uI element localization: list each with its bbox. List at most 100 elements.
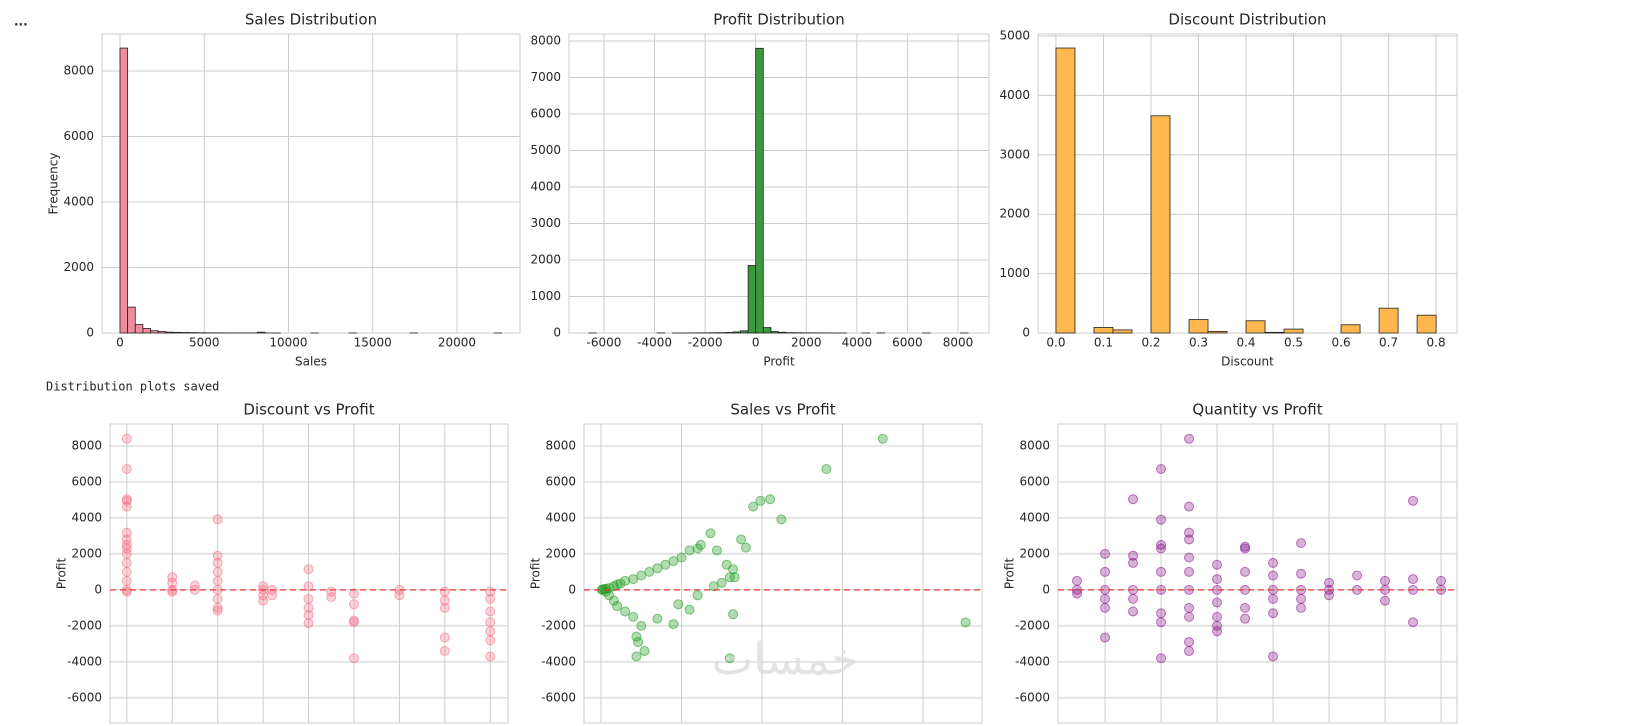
scatter-point <box>1268 557 1279 568</box>
scatter-point <box>1212 597 1223 608</box>
scatter-point <box>394 590 405 601</box>
scatter-point <box>1184 646 1195 657</box>
scatter-point <box>439 602 450 613</box>
histogram-bar <box>1150 115 1171 334</box>
histogram-bar <box>724 332 734 334</box>
scatter-point <box>684 545 695 556</box>
scatter-point <box>1156 539 1167 550</box>
y-tick-label: 4000 <box>63 195 94 209</box>
scatter-point <box>439 595 450 606</box>
scatter-point <box>212 593 223 604</box>
scatter-point <box>1436 575 1447 586</box>
y-tick-label: 0 <box>1042 582 1050 596</box>
scatter-point <box>485 606 496 617</box>
cell-menu[interactable]: ... <box>14 15 28 29</box>
y-tick-label: 6000 <box>63 129 94 143</box>
scatter-point <box>1240 602 1251 613</box>
y-tick-label: 1000 <box>999 266 1030 280</box>
scatter-point <box>716 577 727 588</box>
scatter-point <box>1156 514 1167 525</box>
chart-title: Quantity vs Profit <box>1192 401 1322 419</box>
scatter-point <box>755 495 766 506</box>
scatter-point <box>1072 575 1083 586</box>
scatter-point <box>1408 574 1419 585</box>
scatter-point <box>608 595 619 606</box>
y-tick-label: 6000 <box>71 474 102 488</box>
scatter-point <box>676 552 687 563</box>
scatter-point <box>705 528 716 539</box>
scatter-point <box>121 527 132 538</box>
scatter-point <box>1156 608 1167 619</box>
scatter-point <box>1268 608 1279 619</box>
histogram-bar <box>1055 47 1076 334</box>
scatter-point <box>639 646 650 657</box>
scatter-point <box>684 604 695 615</box>
histogram-bar <box>740 330 749 334</box>
y-tick-label: 4000 <box>545 510 576 524</box>
x-tick-label: -4000 <box>637 336 672 350</box>
scatter-point <box>348 599 359 610</box>
scatter-point <box>1324 590 1335 601</box>
scatter-point <box>1100 593 1111 604</box>
scatter-point <box>1212 611 1223 622</box>
scatter-point <box>121 464 132 475</box>
scatter-point <box>1212 626 1223 637</box>
scatter-point <box>303 564 314 575</box>
histogram-bar <box>134 324 144 334</box>
scatter-point <box>1240 543 1251 554</box>
scatter-point <box>212 557 223 568</box>
y-tick-label: 2000 <box>530 253 561 267</box>
scatter-point <box>212 605 223 616</box>
scatter-point <box>1184 527 1195 538</box>
scatter-point <box>628 611 639 622</box>
x-tick-label: 0.3 <box>1189 336 1208 350</box>
scatter-point <box>303 593 314 604</box>
x-tick-label: 2000 <box>791 336 822 350</box>
scatter-point <box>1128 550 1139 561</box>
histogram-bar <box>127 306 136 334</box>
chart-title: Discount Distribution <box>1168 11 1326 29</box>
x-tick-label: 0 <box>116 336 124 350</box>
histogram-bar <box>142 328 151 334</box>
histogram-bar <box>165 331 174 334</box>
y-tick-label: 4000 <box>71 510 102 524</box>
y-tick-label: 3000 <box>999 147 1030 161</box>
y-tick-label: 4000 <box>999 88 1030 102</box>
scatter-point <box>1100 566 1111 577</box>
scatter-point <box>668 619 679 630</box>
scatter-point <box>1156 617 1167 628</box>
x-tick-label: 4000 <box>842 336 873 350</box>
plot-area <box>1037 33 1458 334</box>
histogram-bar <box>1093 327 1114 334</box>
scatter-point <box>1100 602 1111 613</box>
x-axis-label: Sales <box>295 355 327 369</box>
watermark: خمسات <box>712 634 859 685</box>
plot-area <box>101 33 521 334</box>
y-tick-label: 2000 <box>71 546 102 560</box>
scatter-point <box>121 495 132 506</box>
y-tick-label: 6000 <box>1019 474 1050 488</box>
y-tick-label: 0 <box>553 326 561 340</box>
chart-title: Discount vs Profit <box>243 401 374 419</box>
scatter-point <box>1128 557 1139 568</box>
y-tick-label: -4000 <box>67 654 102 668</box>
scatter-point <box>1184 566 1195 577</box>
scatter-point <box>485 626 496 637</box>
y-tick-label: 8000 <box>545 438 576 452</box>
scatter-point <box>212 602 223 613</box>
scatter-point <box>692 590 703 601</box>
y-tick-label: -2000 <box>1015 618 1050 632</box>
scatter-point <box>1296 593 1307 604</box>
scatter-point <box>212 550 223 561</box>
scatter-point <box>348 617 359 628</box>
scatter-point <box>644 566 655 577</box>
scatter-point <box>1296 538 1307 549</box>
scatter-point <box>1268 593 1279 604</box>
histogram-bar <box>1340 324 1361 334</box>
scatter-point <box>348 653 359 664</box>
y-tick-label: 8000 <box>71 438 102 452</box>
scatter-point <box>485 617 496 628</box>
scatter-point <box>631 651 642 662</box>
scatter-point <box>1128 606 1139 617</box>
y-tick-label: 0 <box>86 326 94 340</box>
